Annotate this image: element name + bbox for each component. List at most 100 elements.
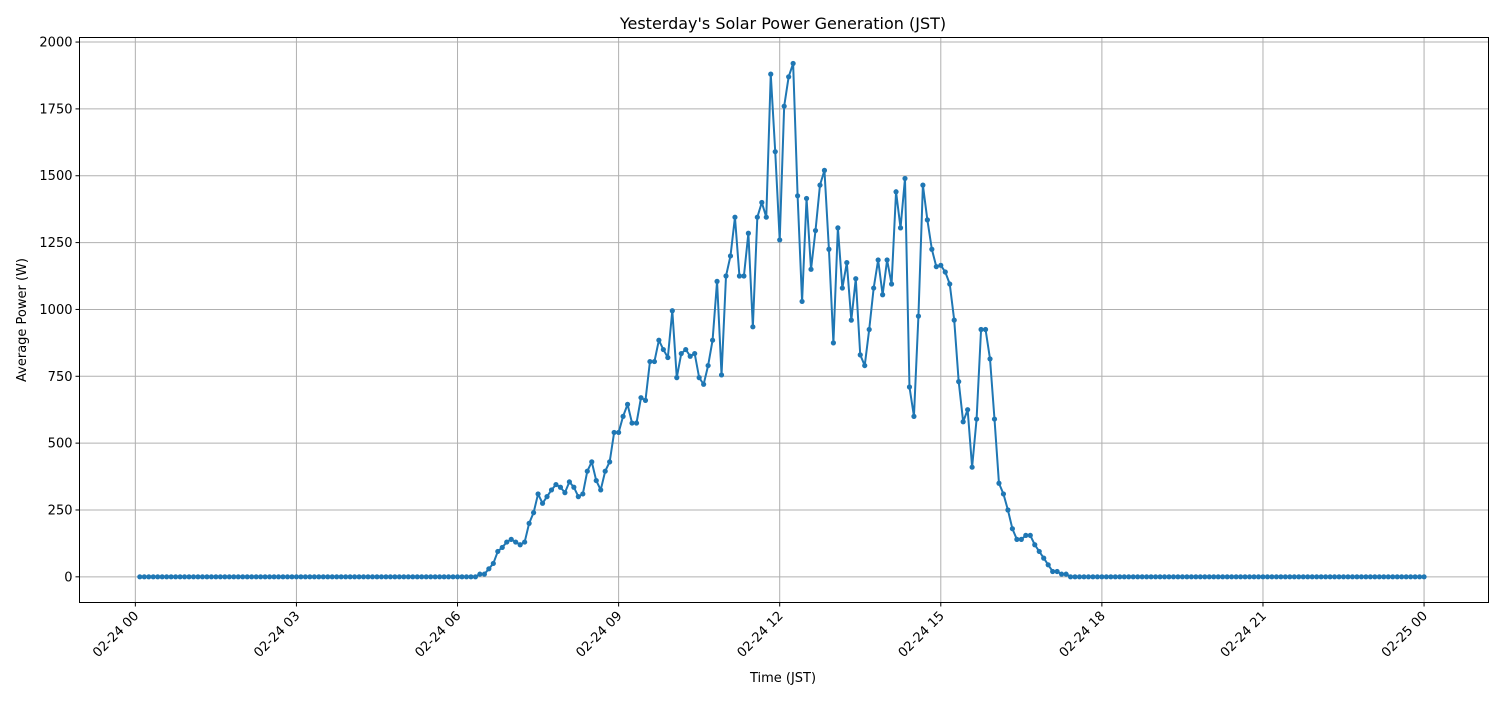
data-point	[240, 574, 246, 580]
data-point	[1188, 574, 1194, 580]
data-point	[477, 571, 483, 577]
data-point	[338, 574, 344, 580]
data-point	[1157, 574, 1163, 580]
data-point	[942, 269, 948, 275]
data-point	[450, 574, 456, 580]
data-point	[1287, 574, 1293, 580]
data-point	[875, 257, 881, 263]
data-point	[844, 260, 850, 266]
data-point	[1193, 574, 1199, 580]
data-point	[629, 420, 635, 426]
plot-frame	[79, 37, 1489, 603]
data-point	[463, 574, 470, 580]
data-point	[1135, 574, 1141, 580]
data-point	[1246, 574, 1253, 580]
data-point	[1059, 571, 1065, 577]
data-point	[428, 574, 434, 580]
data-point	[284, 574, 291, 580]
data-point	[378, 574, 385, 580]
data-point	[1363, 574, 1369, 580]
data-point	[1229, 574, 1235, 580]
data-point	[584, 468, 590, 474]
data-point	[893, 189, 899, 195]
data-point	[423, 574, 429, 580]
data-point	[150, 574, 156, 580]
data-point	[1215, 574, 1221, 580]
data-point	[190, 574, 197, 580]
data-point	[866, 326, 872, 333]
data-point	[271, 574, 277, 580]
chart-title: Yesterday's Solar Power Generation (JST)	[619, 14, 946, 33]
x-tick-label: 02-24 12	[735, 609, 787, 661]
data-point	[1170, 574, 1177, 580]
data-point	[1202, 574, 1208, 580]
data-point	[857, 352, 863, 358]
data-point	[253, 574, 259, 580]
data-point	[530, 510, 537, 516]
data-point	[915, 313, 922, 319]
data-point	[906, 384, 913, 390]
data-point	[249, 574, 255, 580]
data-point	[275, 574, 282, 580]
data-point	[508, 536, 514, 542]
data-point	[732, 214, 738, 220]
data-point	[1081, 574, 1087, 580]
data-point	[911, 413, 917, 419]
data-point	[799, 298, 805, 305]
data-point	[146, 574, 152, 580]
data-point	[1144, 574, 1150, 580]
data-point	[777, 237, 783, 243]
data-point	[289, 574, 295, 580]
data-point	[383, 574, 389, 580]
data-point	[302, 574, 308, 580]
data-point	[1403, 574, 1409, 580]
data-point	[987, 356, 993, 362]
data-point	[1085, 574, 1092, 580]
data-point	[1264, 574, 1271, 580]
data-point	[750, 324, 756, 330]
y-tick-label: 1250	[39, 236, 72, 251]
data-point	[871, 285, 877, 291]
data-point	[741, 273, 747, 279]
data-point	[1018, 536, 1024, 542]
data-point	[352, 574, 358, 580]
data-point	[718, 372, 725, 378]
data-point	[1305, 574, 1311, 580]
data-point	[969, 464, 975, 470]
data-point	[369, 574, 376, 580]
data-point	[334, 574, 340, 580]
data-point	[1309, 574, 1315, 580]
data-point	[839, 285, 845, 291]
data-point	[1296, 574, 1302, 580]
data-point	[1139, 574, 1145, 580]
data-point	[781, 103, 787, 109]
data-point	[432, 574, 438, 580]
data-point	[526, 520, 532, 526]
data-point	[1152, 574, 1159, 580]
data-point	[727, 253, 734, 259]
y-axis-label: Average Power (W)	[15, 258, 30, 382]
data-point	[598, 487, 604, 493]
data-point	[1076, 574, 1083, 580]
data-point	[1412, 574, 1418, 580]
data-point	[562, 490, 568, 496]
data-point	[633, 420, 640, 426]
data-point	[1063, 571, 1069, 577]
data-point	[575, 494, 581, 500]
data-point	[678, 350, 684, 357]
data-point	[410, 574, 416, 580]
data-point	[419, 574, 425, 580]
data-point	[298, 574, 304, 580]
data-point	[244, 574, 250, 580]
data-point	[759, 199, 765, 206]
data-point	[414, 574, 420, 580]
data-point	[454, 574, 461, 580]
data-point	[1027, 532, 1033, 538]
data-point	[1385, 574, 1391, 580]
y-tick-label: 500	[48, 437, 73, 452]
data-point	[1416, 574, 1423, 580]
data-point	[1331, 574, 1338, 580]
y-tick-label: 0	[64, 570, 72, 585]
data-point	[736, 273, 743, 279]
data-point	[665, 354, 671, 361]
